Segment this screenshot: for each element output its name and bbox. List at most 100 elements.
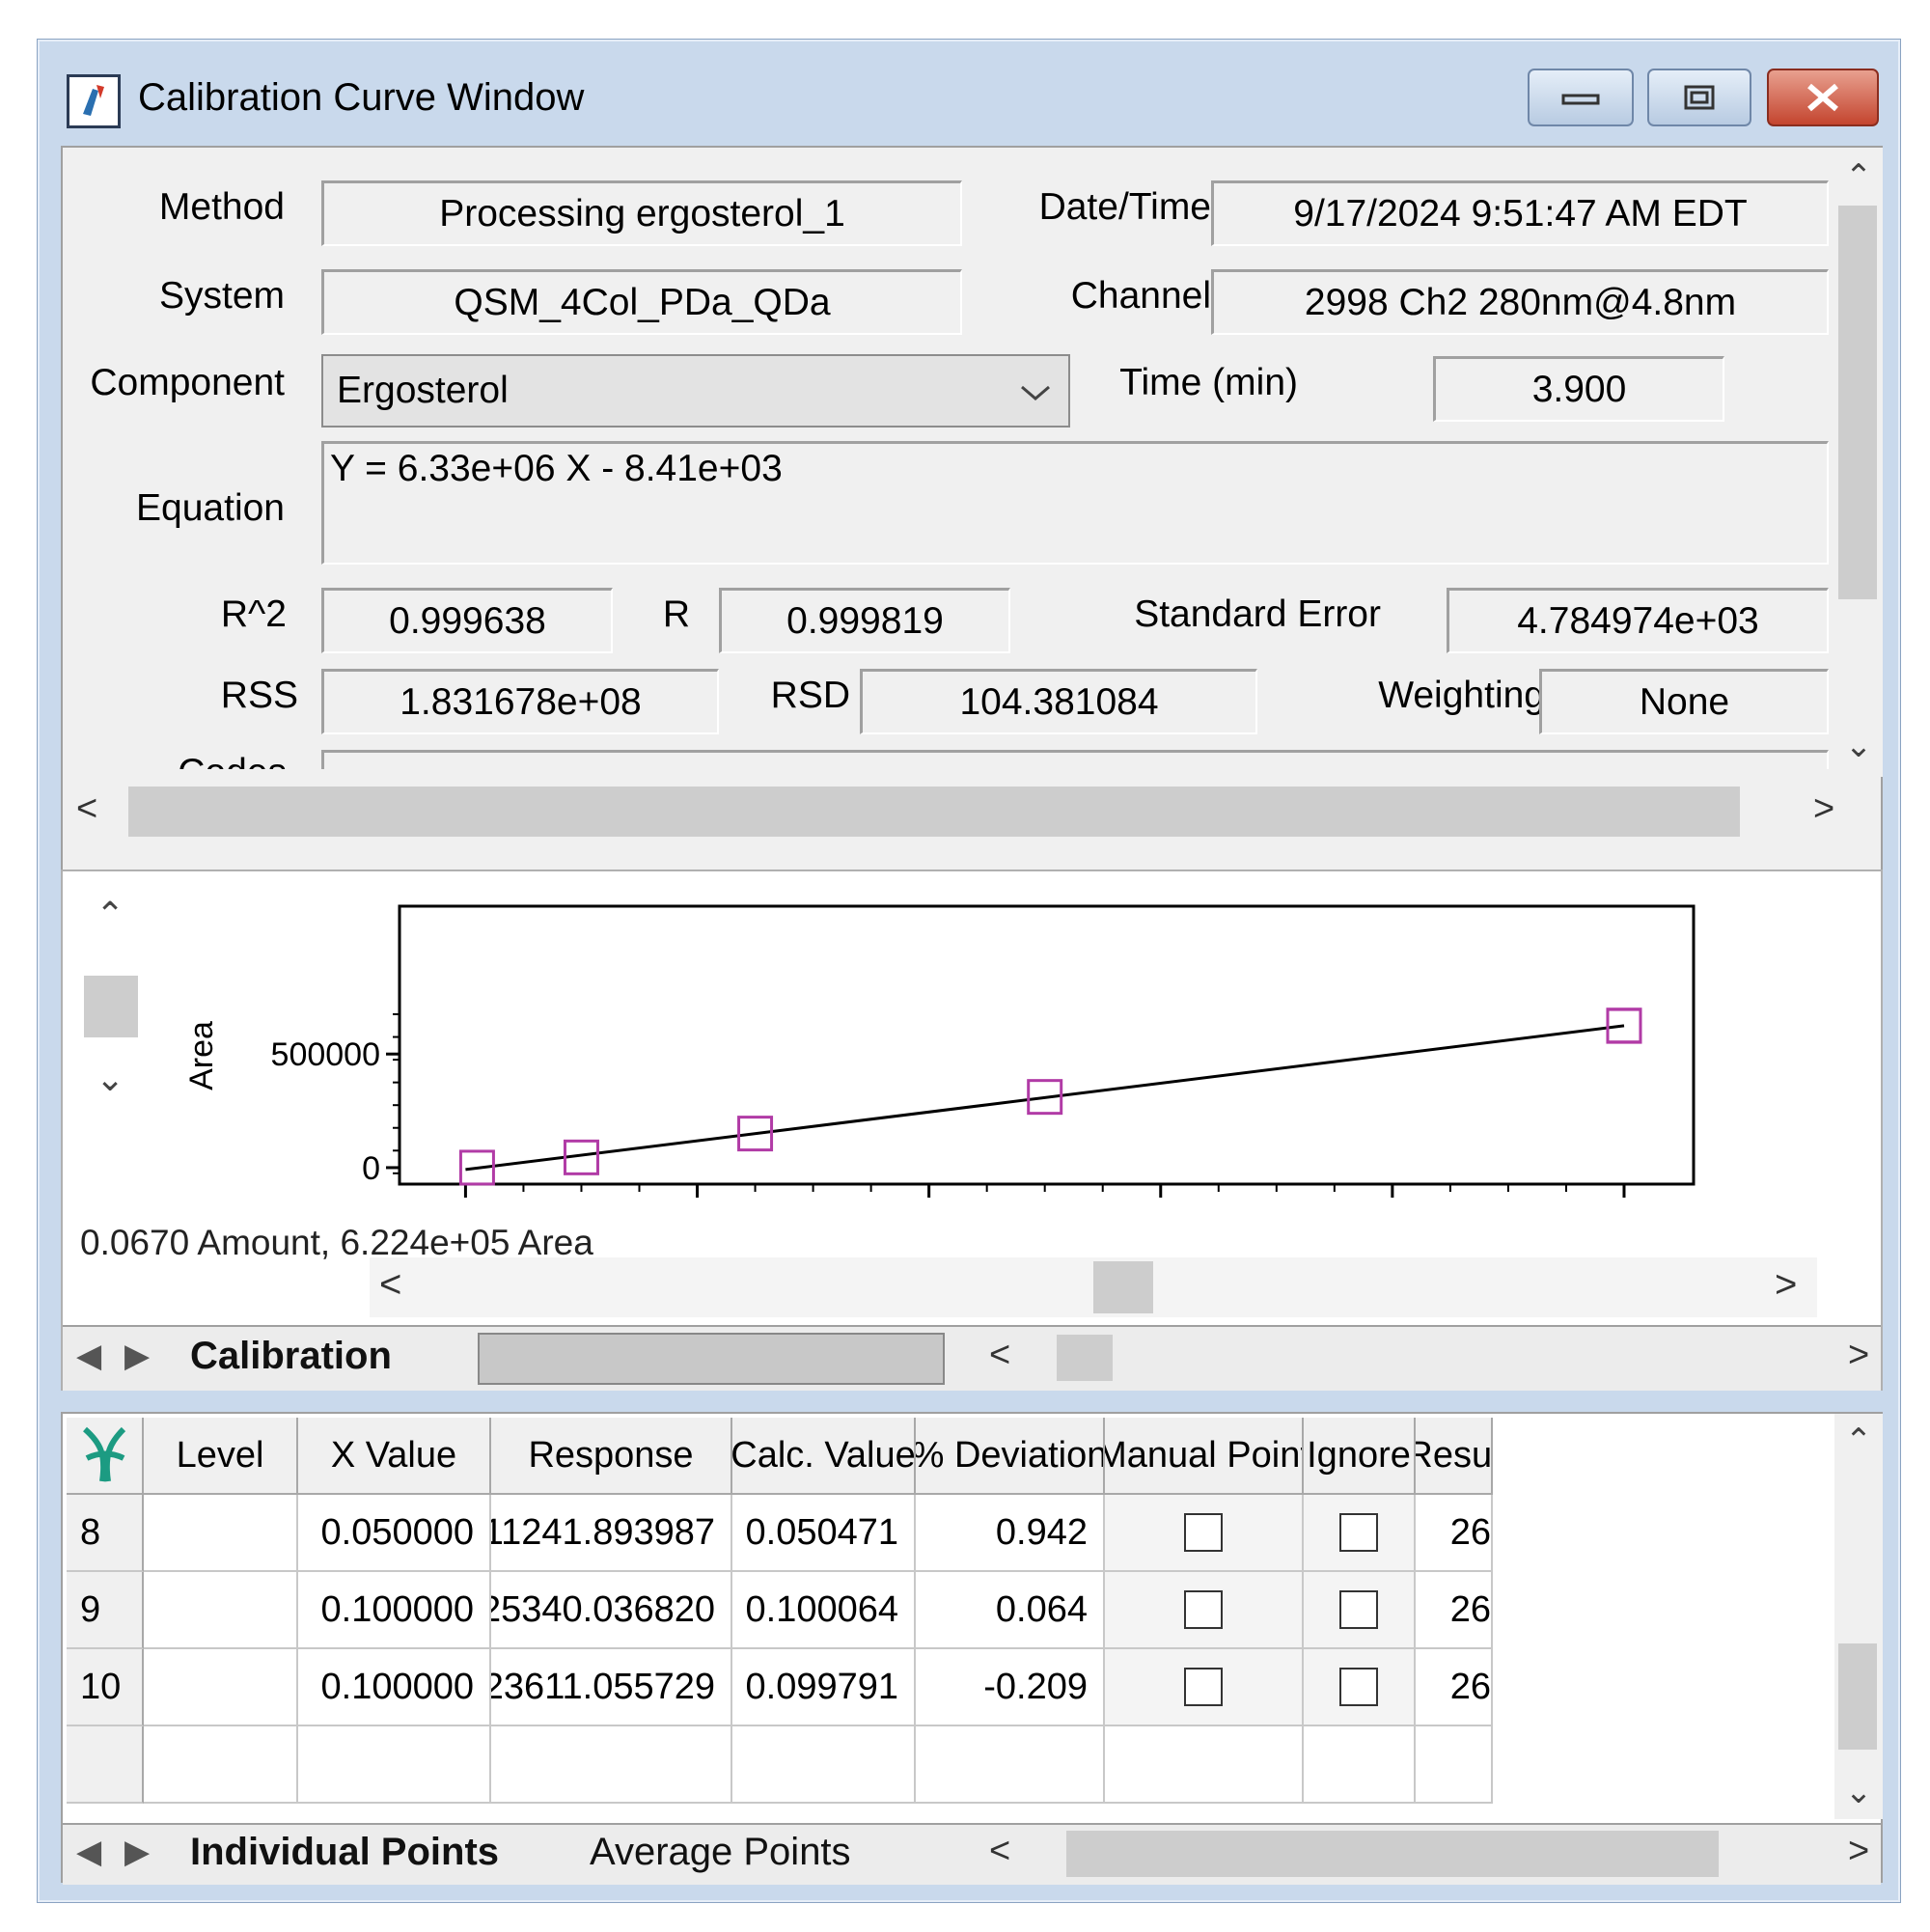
table-cell-x_value[interactable]: 0.100000 xyxy=(298,1649,491,1726)
plot-vscrollbar[interactable]: ⌃ ⌄ xyxy=(84,895,142,1126)
table-cell-response[interactable]: 625340.036820 xyxy=(491,1572,732,1649)
row-header[interactable]: 9 xyxy=(67,1572,144,1649)
plot-scroll-left-icon[interactable]: < xyxy=(379,1263,402,1306)
row-header[interactable]: 8 xyxy=(67,1495,144,1572)
plot-hscrollbar[interactable]: < > xyxy=(370,1257,1817,1317)
table-hscroll-thumb[interactable] xyxy=(1066,1831,1719,1877)
column-header[interactable]: Response xyxy=(491,1418,732,1495)
table-vscrollbar[interactable]: ⌃ ⌄ xyxy=(1834,1414,1883,1819)
table-cell-result[interactable]: 26 xyxy=(1416,1495,1493,1572)
column-header[interactable]: Manual Point xyxy=(1105,1418,1304,1495)
plot-pane: ⌃ ⌄ 05000000.000.020.040.060.080.10Amoun… xyxy=(61,869,1883,1391)
r-field[interactable]: 0.999819 xyxy=(719,588,1010,653)
table-cell-deviation[interactable]: 0.942 xyxy=(916,1495,1105,1572)
scroll-thumb[interactable] xyxy=(1838,206,1877,599)
plot-scroll-right-icon[interactable]: > xyxy=(1775,1263,1798,1306)
table-cell-calc_value[interactable]: 0.050471 xyxy=(732,1495,916,1572)
plot-scroll-up-icon[interactable]: ⌃ xyxy=(96,895,125,934)
column-header[interactable]: % Deviation xyxy=(916,1418,1105,1495)
row-header-empty[interactable] xyxy=(67,1726,144,1804)
empty-cell[interactable] xyxy=(1304,1726,1416,1804)
table-cell-result[interactable]: 26 xyxy=(1416,1572,1493,1649)
scroll-thumb-h[interactable] xyxy=(128,787,1740,837)
title-bar[interactable]: Calibration Curve Window xyxy=(38,40,1902,144)
summary-vscrollbar[interactable]: ⌃ ⌄ xyxy=(1834,148,1883,777)
ignore-checkbox[interactable] xyxy=(1339,1513,1378,1552)
table-cell-response[interactable]: 623611.055729 xyxy=(491,1649,732,1726)
method-field[interactable]: Processing ergosterol_1 xyxy=(321,180,962,246)
empty-cell[interactable] xyxy=(916,1726,1105,1804)
empty-cell[interactable] xyxy=(1416,1726,1493,1804)
table-hscroll-right-icon[interactable]: > xyxy=(1848,1831,1870,1871)
table-cell-x_value[interactable]: 0.050000 xyxy=(298,1495,491,1572)
tab-scroll-left-icon[interactable]: < xyxy=(989,1335,1011,1375)
column-header[interactable]: Calc. Value xyxy=(732,1418,916,1495)
ignore-checkbox[interactable] xyxy=(1339,1668,1378,1706)
empty-cell[interactable] xyxy=(144,1726,298,1804)
tab-scroll-right-icon[interactable]: > xyxy=(1848,1335,1870,1375)
table-cell-calc_value[interactable]: 0.100064 xyxy=(732,1572,916,1649)
scroll-down-icon[interactable]: ⌄ xyxy=(1844,728,1873,764)
table-tab-prev-icon[interactable]: ◀ xyxy=(76,1834,102,1870)
component-dropdown[interactable]: Ergosterol xyxy=(321,354,1070,428)
stderr-field[interactable]: 4.784974e+03 xyxy=(1447,588,1829,653)
table-scroll-thumb[interactable] xyxy=(1838,1643,1877,1750)
select-all-corner[interactable] xyxy=(67,1418,144,1495)
empty-cell[interactable] xyxy=(298,1726,491,1804)
manual-point-checkbox[interactable] xyxy=(1184,1668,1223,1706)
scroll-right-icon[interactable]: > xyxy=(1813,788,1835,829)
scroll-up-icon[interactable]: ⌃ xyxy=(1844,158,1873,195)
channel-field[interactable]: 2998 Ch2 280nm@4.8nm xyxy=(1211,269,1829,335)
empty-cell[interactable] xyxy=(1105,1726,1304,1804)
table-hscroll-left-icon[interactable]: < xyxy=(989,1831,1011,1871)
rss-field[interactable]: 1.831678e+08 xyxy=(321,669,719,734)
plot-scroll-thumb-h[interactable] xyxy=(1093,1261,1153,1313)
table-tab-next-icon[interactable]: ▶ xyxy=(124,1834,151,1870)
column-header[interactable]: Level xyxy=(144,1418,298,1495)
row-header[interactable]: 10 xyxy=(67,1649,144,1726)
ignore-checkbox[interactable] xyxy=(1339,1590,1378,1629)
scroll-left-icon[interactable]: < xyxy=(76,788,98,829)
empty-cell[interactable] xyxy=(732,1726,916,1804)
tab-prev-icon[interactable]: ◀ xyxy=(76,1338,102,1374)
tab-scroll-thumb[interactable] xyxy=(1057,1335,1113,1381)
column-header[interactable]: Ignore xyxy=(1304,1418,1416,1495)
codes-field[interactable] xyxy=(321,750,1829,769)
time-field[interactable]: 3.900 xyxy=(1433,356,1724,422)
weighting-field[interactable]: None xyxy=(1539,669,1829,734)
manual-point-checkbox[interactable] xyxy=(1184,1590,1223,1629)
minimize-button[interactable] xyxy=(1528,69,1634,126)
manual-point-cell xyxy=(1105,1495,1304,1572)
table-cell-level[interactable] xyxy=(144,1495,298,1572)
manual-point-checkbox[interactable] xyxy=(1184,1513,1223,1552)
plot-scroll-thumb[interactable] xyxy=(84,976,138,1037)
table-cell-response[interactable]: 311241.893987 xyxy=(491,1495,732,1572)
rsd-field[interactable]: 104.381084 xyxy=(860,669,1257,734)
table-cell-result[interactable]: 26 xyxy=(1416,1649,1493,1726)
column-header[interactable]: X Value xyxy=(298,1418,491,1495)
table-cell-deviation[interactable]: 0.064 xyxy=(916,1572,1105,1649)
tab-calibration[interactable]: Calibration xyxy=(190,1335,392,1377)
calibration-chart[interactable]: 05000000.000.020.040.060.080.10AmountAre… xyxy=(121,881,1877,1209)
close-button[interactable] xyxy=(1767,69,1879,126)
table-cell-level[interactable] xyxy=(144,1649,298,1726)
plot-scroll-down-icon[interactable]: ⌄ xyxy=(96,1059,125,1098)
column-header[interactable]: Resul xyxy=(1416,1418,1493,1495)
tab-individual-points[interactable]: Individual Points xyxy=(190,1831,500,1873)
table-scroll-down-icon[interactable]: ⌄ xyxy=(1844,1774,1873,1810)
table-cell-deviation[interactable]: -0.209 xyxy=(916,1649,1105,1726)
tab-next-icon[interactable]: ▶ xyxy=(124,1338,151,1374)
r2-field[interactable]: 0.999638 xyxy=(321,588,613,653)
restore-button[interactable] xyxy=(1647,69,1751,126)
empty-cell[interactable] xyxy=(491,1726,732,1804)
table-cell-x_value[interactable]: 0.100000 xyxy=(298,1572,491,1649)
equation-field[interactable]: Y = 6.33e+06 X - 8.41e+03 xyxy=(321,441,1829,565)
system-field[interactable]: QSM_4Col_PDa_QDa xyxy=(321,269,962,335)
table-cell-calc_value[interactable]: 0.099791 xyxy=(732,1649,916,1726)
table-scroll-up-icon[interactable]: ⌃ xyxy=(1844,1422,1873,1459)
table-cell-level[interactable] xyxy=(144,1572,298,1649)
tab-average-points[interactable]: Average Points xyxy=(590,1831,851,1873)
plot-tab-strip: ◀ ▶ Calibration < > xyxy=(63,1325,1881,1391)
summary-hscrollbar[interactable]: < > xyxy=(63,781,1881,841)
datetime-field[interactable]: 9/17/2024 9:51:47 AM EDT xyxy=(1211,180,1829,246)
